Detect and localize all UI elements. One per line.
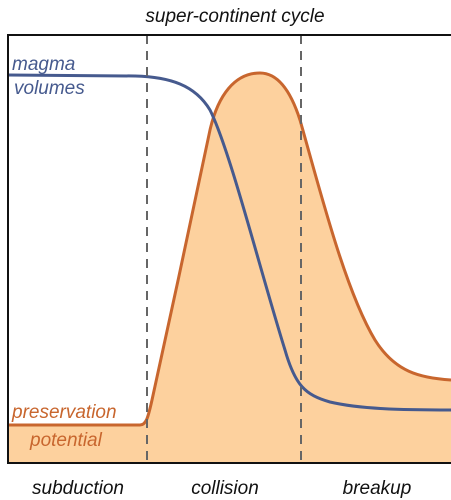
- preservation-area: [8, 73, 451, 463]
- phase-label: subduction: [32, 478, 124, 499]
- title: super-continent cycle: [145, 6, 324, 27]
- phase-label: breakup: [343, 478, 412, 499]
- magma-curve: [7, 73, 451, 412]
- preservation-label: preservation: [11, 402, 117, 423]
- magma-label: magma: [12, 54, 75, 75]
- frame: [7, 34, 451, 464]
- magma-label: volumes: [14, 78, 85, 99]
- preservation-curve: [8, 71, 451, 427]
- preservation-label: potential: [29, 430, 103, 451]
- phase-label: collision: [191, 478, 259, 499]
